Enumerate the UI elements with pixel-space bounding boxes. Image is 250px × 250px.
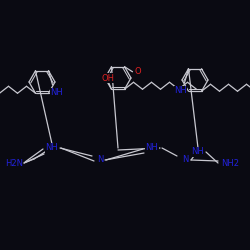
Text: NH: NH [50, 88, 63, 97]
Text: H2N: H2N [5, 158, 23, 168]
Text: N: N [182, 156, 188, 164]
Text: O: O [134, 67, 141, 76]
Text: NH: NH [174, 86, 187, 95]
Text: NH: NH [192, 148, 204, 156]
Text: NH2: NH2 [221, 158, 239, 168]
Text: NH: NH [46, 144, 59, 152]
Text: OH: OH [101, 74, 114, 83]
Text: N: N [97, 156, 103, 164]
Text: NH: NH [146, 144, 158, 152]
